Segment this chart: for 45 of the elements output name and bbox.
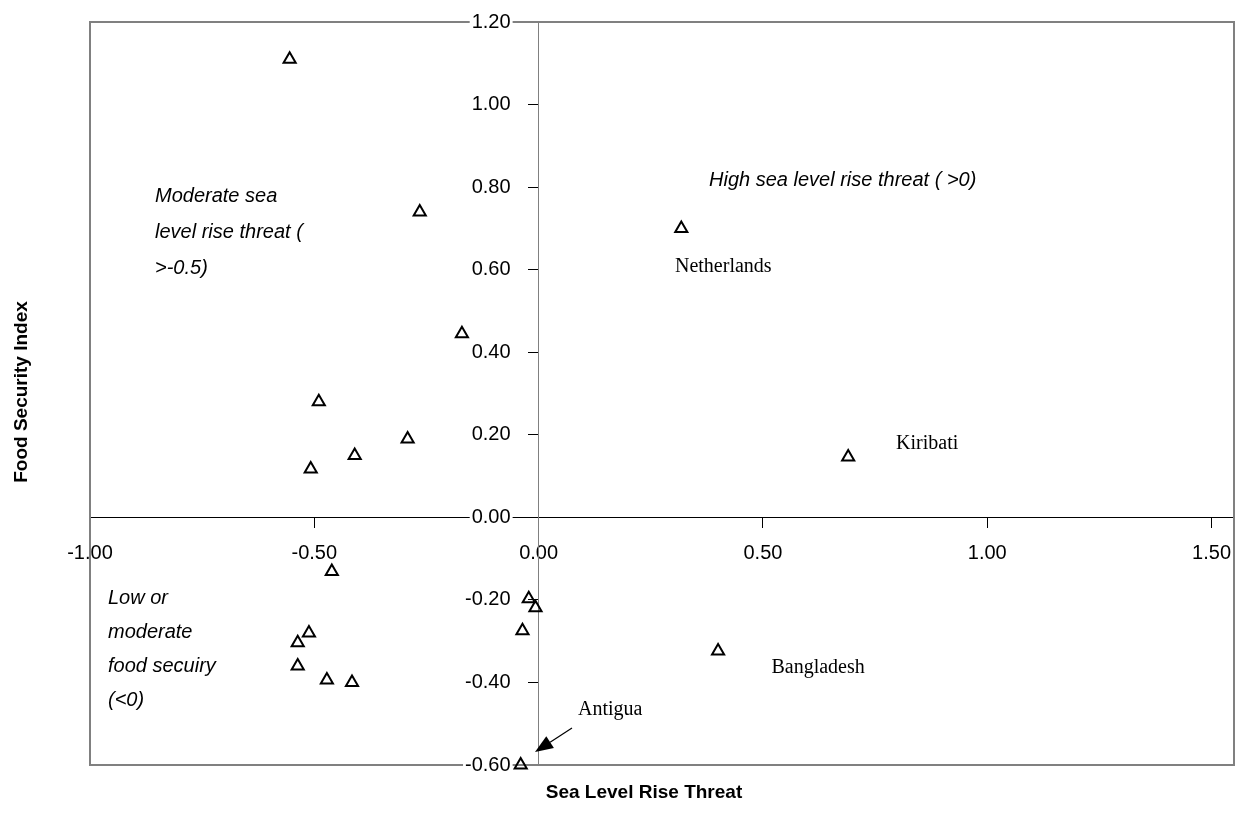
y-tick-label: -0.60: [465, 752, 511, 775]
point: [521, 590, 536, 604]
x-tick-label: -1.00: [67, 540, 113, 563]
annotation: Antigua: [578, 697, 643, 721]
point: [454, 325, 469, 339]
point: [400, 430, 415, 444]
point: [290, 657, 305, 671]
point: [674, 220, 689, 233]
y-axis-title: Food Security Index: [10, 300, 32, 483]
x-tick-label: 0.00: [519, 540, 559, 563]
point: [301, 624, 316, 638]
point: [528, 599, 543, 613]
point: [515, 622, 530, 636]
annotation: Netherlands: [674, 253, 772, 276]
point: [311, 393, 326, 407]
annotation: Bangladesh: [771, 655, 865, 679]
point: [344, 674, 360, 687]
x-axis-title: Sea Level Rise Threat: [545, 781, 743, 803]
y-tick-label: 0.00: [471, 504, 511, 527]
point: [319, 671, 334, 685]
point: [282, 51, 297, 64]
point: [513, 757, 528, 770]
point: [841, 449, 856, 462]
x-tick-label: -0.50: [291, 540, 338, 563]
x-tick-label: 1.00: [967, 540, 1007, 563]
point: [303, 461, 318, 474]
annotation: Moderate sea level rise threat ( >-0.5): [155, 183, 306, 278]
x-tick-label: 1.50: [1192, 540, 1232, 563]
y-tick-label: 0.80: [471, 174, 511, 197]
y-tick-label: 0.40: [471, 339, 511, 362]
annotation: Kiribati: [896, 431, 959, 454]
point: [324, 563, 339, 576]
annotation: High sea level rise threat ( >0): [709, 167, 977, 190]
y-tick-label: 0.60: [471, 257, 511, 280]
y-tick-label: 1.00: [471, 92, 511, 115]
point: [412, 203, 427, 217]
annotation: Low or moderate food secuiry (<0): [108, 585, 217, 710]
y-tick-label: -0.20: [465, 587, 511, 610]
y-tick-label: 1.20: [471, 9, 511, 32]
point: [711, 643, 726, 656]
y-tick-label: -0.40: [465, 669, 511, 692]
point: [290, 634, 305, 648]
point: [347, 447, 362, 460]
y-tick-label: 0.20: [471, 422, 511, 445]
x-tick-label: 0.50: [743, 540, 783, 563]
